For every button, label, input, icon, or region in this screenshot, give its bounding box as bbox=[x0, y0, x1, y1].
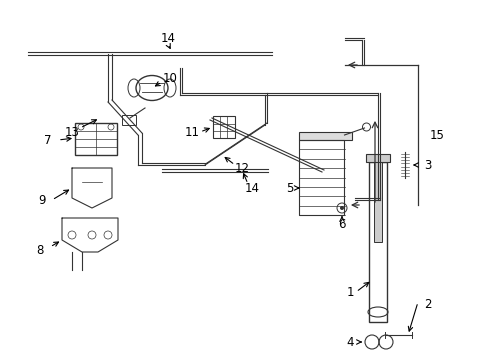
Text: 4: 4 bbox=[346, 336, 353, 348]
Text: 15: 15 bbox=[429, 129, 444, 141]
Text: 10: 10 bbox=[162, 72, 177, 85]
Text: 13: 13 bbox=[64, 126, 79, 139]
Text: 11: 11 bbox=[184, 126, 199, 139]
Text: 3: 3 bbox=[424, 158, 431, 171]
Text: 8: 8 bbox=[36, 243, 43, 256]
Text: 9: 9 bbox=[38, 194, 46, 207]
Text: 7: 7 bbox=[44, 134, 52, 147]
Text: 14: 14 bbox=[160, 31, 175, 45]
Text: 5: 5 bbox=[286, 181, 293, 194]
Bar bbox=[299, 140, 344, 215]
Bar bbox=[213, 116, 235, 138]
Text: 6: 6 bbox=[338, 219, 345, 231]
Bar bbox=[75, 123, 117, 155]
Bar bbox=[122, 115, 136, 125]
Text: 2: 2 bbox=[424, 298, 431, 311]
Bar bbox=[299, 132, 352, 140]
Text: 14: 14 bbox=[244, 181, 259, 194]
Bar bbox=[365, 154, 389, 162]
Text: 1: 1 bbox=[346, 285, 353, 298]
Circle shape bbox=[339, 206, 343, 210]
Text: 12: 12 bbox=[234, 162, 249, 175]
Bar bbox=[373, 162, 381, 242]
Bar bbox=[368, 162, 386, 322]
